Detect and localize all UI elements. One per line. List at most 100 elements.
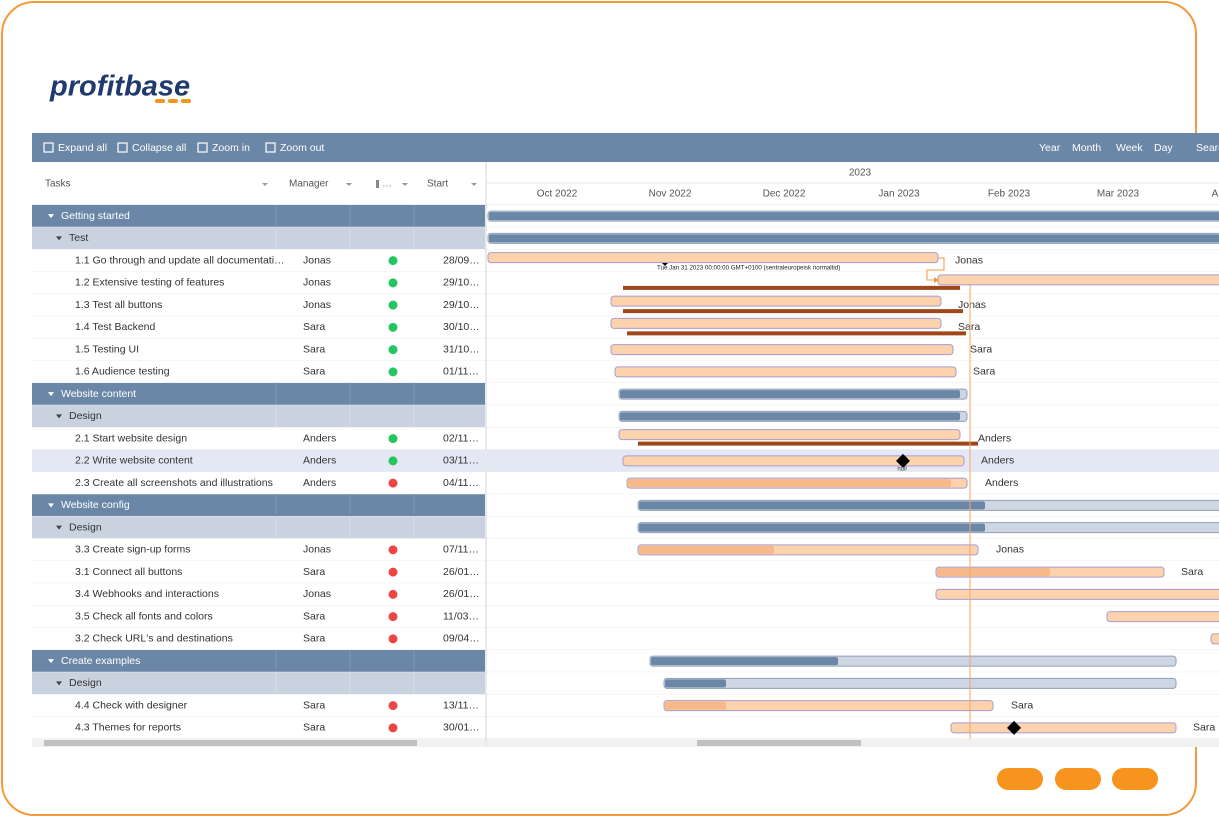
toolbar-button[interactable]: Week [1116,142,1143,154]
task-start: 13/11… [443,699,479,711]
status-dot [388,345,398,355]
toolbar-button[interactable]: Collapse all [132,142,186,154]
task-bar[interactable] [610,344,954,356]
progress [620,412,960,421]
toolbar-button[interactable]: Year [1039,142,1061,154]
task-bar[interactable] [614,366,957,378]
scroll-thumb[interactable] [697,740,861,746]
milestone[interactable] [1007,720,1021,735]
section-name: Design [69,677,102,689]
row[interactable] [32,271,485,294]
task-start: 28/09… [443,254,480,266]
task-bar[interactable] [937,274,1219,286]
column-header[interactable]: Tasks [45,179,71,190]
task-name: 3.3 Create sign-up forms [75,544,191,556]
row[interactable] [32,561,485,584]
toolbar-button[interactable]: Expand all [58,142,107,154]
bar-label: Sara [970,343,992,355]
task-name: 3.4 Webhooks and interactions [75,588,219,600]
row[interactable] [32,205,485,228]
toolbar-button[interactable]: Search [1196,142,1219,154]
status-dot [388,634,398,644]
month-label: Jan 2023 [878,189,920,200]
column-icon [376,180,379,188]
toolbar-button[interactable]: Zoom out [280,142,324,154]
expand-caret[interactable] [48,214,54,219]
expand-caret[interactable] [48,503,54,508]
summary-bar[interactable] [663,677,1177,689]
task-bar[interactable] [618,429,961,441]
dependency [926,257,945,281]
month-label: A [1212,189,1219,200]
column-header[interactable]: Start [427,179,448,190]
row[interactable] [32,360,485,383]
row[interactable] [32,694,485,717]
toolbar-icon [117,142,128,153]
row[interactable] [32,227,485,250]
pill [1055,768,1101,790]
row[interactable] [32,650,485,673]
bar-label: Anders [985,477,1018,489]
task-manager: Sara [303,366,325,378]
logo-dot [181,99,191,103]
row[interactable] [32,538,485,561]
expand-caret[interactable] [48,659,54,664]
row[interactable] [32,338,485,361]
logo: profitbase [49,71,190,103]
expand-caret[interactable] [48,392,54,397]
row[interactable] [32,249,485,272]
section-name: Test [69,232,88,244]
task-bar[interactable] [622,455,965,467]
bar-label: Anders [981,455,1014,467]
task-name: 1.6 Audience testing [75,366,170,378]
task-start: 30/01… [443,722,480,734]
row[interactable] [32,383,485,406]
row[interactable] [32,627,485,650]
status-dot [388,723,398,733]
month-label: Nov 2022 [649,189,692,200]
row[interactable] [32,294,485,317]
toolbar-button[interactable]: Day [1154,142,1173,154]
row[interactable] [32,472,485,495]
row[interactable] [32,316,485,339]
task-bar[interactable] [610,295,942,307]
row[interactable] [32,516,485,539]
group-name: Website content [61,388,136,400]
task-start: 11/03… [443,610,479,622]
task-manager: Jonas [303,277,331,289]
toolbar-icon [265,142,276,153]
expand-caret[interactable] [56,236,62,241]
status-dot [388,256,398,266]
task-bar[interactable] [610,317,942,329]
row[interactable] [32,583,485,606]
status-dot [388,278,398,288]
expand-caret[interactable] [56,525,62,530]
gantt: Jonas Jonas Sara Sara Sara Anders Anders Anders… [487,210,1219,739]
task-bar[interactable] [950,722,1177,734]
progress [489,212,1219,221]
row[interactable] [32,672,485,695]
row-band [487,716,1219,739]
task-bar[interactable] [663,700,994,712]
row[interactable] [32,427,485,450]
progress [639,545,774,554]
task-bar[interactable] [935,588,1219,600]
toolbar-button[interactable]: Zoom in [212,142,250,154]
task-manager: Sara [303,610,325,622]
toolbar-button[interactable]: Month [1072,142,1101,154]
task-bar[interactable] [487,252,939,264]
expand-caret[interactable] [56,681,62,686]
column-header[interactable]: Manager [289,179,329,190]
row[interactable] [32,449,485,472]
row[interactable] [32,494,485,517]
task-bar[interactable] [1106,611,1219,623]
status-dot [388,589,398,599]
scroll-thumb[interactable] [44,740,417,746]
row[interactable] [32,605,485,628]
row[interactable] [32,716,485,739]
milestone[interactable] [896,453,910,468]
task-bar[interactable] [1210,633,1219,645]
row[interactable] [32,405,485,428]
pill [1112,768,1158,790]
expand-caret[interactable] [56,414,62,419]
